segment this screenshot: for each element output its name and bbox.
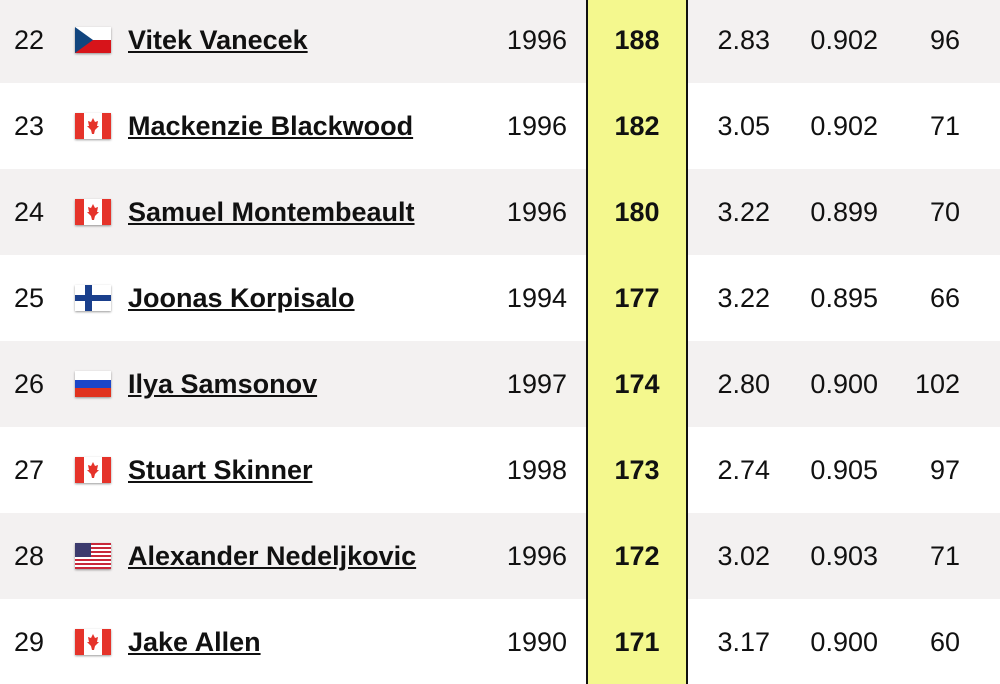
gaa-cell: 2.83 [717,25,770,55]
rank-cell: 29 [14,627,45,657]
rating-cell: 172 [614,541,660,571]
table-row: 22 Vitek Vanecek 1996 188 2.83 0.902 96 [0,0,1000,83]
gaa-cell: 3.17 [717,627,770,657]
sv-cell: 0.902 [810,25,878,55]
sv-cell: 0.895 [810,283,878,313]
gaa-cell: 3.02 [717,541,770,571]
country-flag [75,112,111,140]
country-flag [75,370,111,398]
gaa-cell: 2.80 [717,369,770,399]
country-flag [75,456,111,484]
rating-cell: 188 [614,25,660,55]
rating-cell: 180 [614,197,660,227]
table-row: 24 Samuel Montembeault 1996 180 3.22 0.899 70 [0,169,1000,255]
gp-cell: 66 [929,283,960,313]
table-row: 25 Joonas Korpisalo 1994 177 3.22 0.895 66 [0,255,1000,341]
table-row: 26 Ilya Samsonov 1997 174 2.80 0.900 102 [0,341,1000,427]
player-link[interactable]: Joonas Korpisalo [128,283,355,313]
gaa-cell: 3.22 [717,283,770,313]
year-cell: 1990 [506,627,567,657]
gp-cell: 96 [929,25,960,55]
country-flag [75,284,111,312]
country-flag [75,628,111,656]
gp-cell: 70 [929,197,960,227]
year-cell: 1997 [506,369,567,399]
player-link[interactable]: Alexander Nedeljkovic [128,541,417,571]
sv-cell: 0.903 [810,541,878,571]
sv-cell: 0.905 [810,455,878,485]
rating-cell: 174 [614,369,660,399]
rank-cell: 28 [14,541,45,571]
table-row: 28 Alexander Nedeljkovic 1996 172 3.02 0.903 7… [0,513,1000,599]
rank-cell: 25 [14,283,45,313]
gaa-cell: 3.22 [717,197,770,227]
highlight-column [586,0,688,684]
year-cell: 1996 [506,25,567,55]
player-link[interactable]: Vitek Vanecek [128,25,308,55]
player-link[interactable]: Mackenzie Blackwood [128,111,414,141]
gaa-cell: 3.05 [717,111,770,141]
sv-cell: 0.902 [810,111,878,141]
sv-cell: 0.899 [810,197,878,227]
gaa-cell: 2.74 [717,455,770,485]
year-cell: 1996 [506,541,567,571]
country-flag [75,26,111,54]
table-row: 23 Mackenzie Blackwood 1996 182 3.05 0.902 71 [0,83,1000,169]
player-link[interactable]: Stuart Skinner [128,455,313,485]
rank-cell: 24 [14,197,45,227]
sv-cell: 0.900 [810,369,878,399]
table-row: 29 Jake Allen 1990 171 3.17 0.900 60 [0,599,1000,684]
gp-cell: 97 [929,455,960,485]
year-cell: 1994 [506,283,567,313]
rank-cell: 23 [14,111,45,141]
sv-cell: 0.900 [810,627,878,657]
player-link[interactable]: Samuel Montembeault [128,197,415,227]
year-cell: 1998 [506,455,567,485]
player-link[interactable]: Jake Allen [128,627,261,657]
rating-cell: 182 [614,111,660,141]
country-flag [75,542,111,570]
rank-cell: 26 [14,369,45,399]
gp-cell: 71 [929,541,960,571]
rating-cell: 173 [614,455,660,485]
rank-cell: 27 [14,455,45,485]
year-cell: 1996 [506,111,567,141]
gp-cell: 60 [929,627,960,657]
player-link[interactable]: Ilya Samsonov [128,369,318,399]
rank-cell: 22 [14,25,45,55]
gp-cell: 102 [914,369,960,399]
rating-cell: 171 [614,627,660,657]
table-row: 27 Stuart Skinner 1998 173 2.74 0.905 97 [0,427,1000,513]
country-flag [75,198,111,226]
rating-cell: 177 [614,283,660,313]
year-cell: 1996 [506,197,567,227]
gp-cell: 71 [929,111,960,141]
